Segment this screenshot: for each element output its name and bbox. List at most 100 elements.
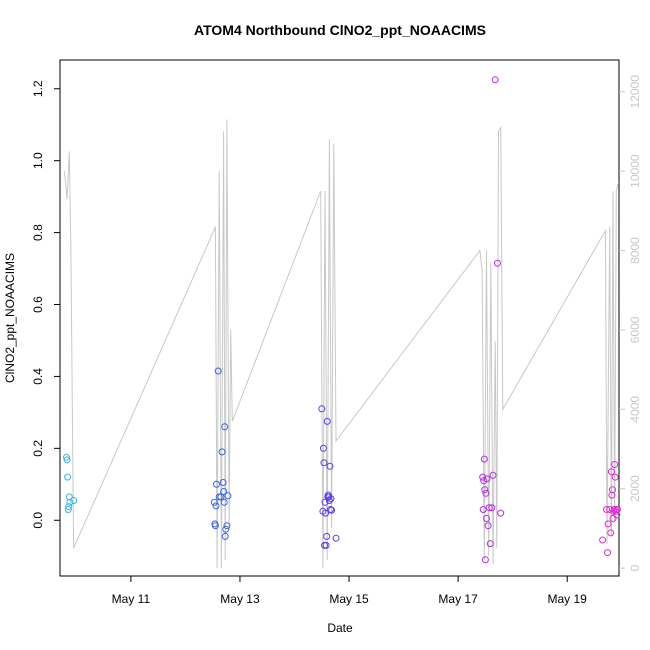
- data-point: [220, 498, 228, 506]
- data-point: [479, 473, 487, 481]
- data-point: [493, 259, 501, 267]
- data-point: [486, 540, 494, 548]
- data-point: [603, 506, 610, 513]
- data-point: [325, 493, 333, 501]
- y2-tick-label-4: 8000: [628, 237, 642, 264]
- data-point: [613, 511, 621, 519]
- data-point: [63, 453, 70, 461]
- data-point: [610, 506, 618, 513]
- series-0: [63, 453, 78, 513]
- data-point: [322, 541, 330, 549]
- data-point: [489, 471, 497, 479]
- data-point: [219, 479, 227, 486]
- data-point: [480, 477, 488, 485]
- data-point: [319, 444, 327, 452]
- y-tick-label-3: 0.6: [31, 296, 45, 313]
- data-point: [609, 486, 616, 494]
- data-point: [211, 522, 219, 530]
- data-point: [221, 532, 229, 540]
- y-tick-label-6: 1.2: [31, 80, 45, 97]
- altitude-line: [63, 119, 619, 569]
- x-tick-label-2: May 15: [329, 592, 369, 606]
- data-point: [488, 504, 496, 512]
- data-point: [66, 498, 74, 506]
- data-point: [320, 459, 328, 467]
- data-point: [483, 515, 490, 522]
- x-axis: May 11 May 13 May 15 May 17 May 19: [112, 576, 588, 606]
- data-point: [323, 532, 331, 540]
- y2-tick-label-6: 12000: [628, 75, 642, 109]
- y-axis-left: 0.0 0.2 0.4 0.6 0.8 1.0 1.2: [31, 80, 60, 529]
- y-tick-label-1: 0.2: [31, 440, 45, 457]
- data-point: [213, 480, 220, 488]
- data-point: [323, 417, 331, 425]
- chart-title: ATOM4 Northbound ClNO2_ppt_NOAACIMS: [194, 22, 486, 38]
- series-1: [210, 367, 232, 540]
- y-tick-label-4: 0.8: [31, 224, 45, 241]
- y-axis-label: ClNO2_ppt_NOAACIMS: [3, 253, 17, 383]
- series-3: [479, 76, 505, 564]
- x-tick-label-1: May 13: [220, 592, 260, 606]
- data-point: [609, 515, 617, 522]
- data-point: [491, 76, 499, 84]
- data-point: [611, 461, 619, 468]
- data-point: [70, 497, 78, 504]
- x-tick-label-3: May 17: [438, 592, 478, 606]
- data-point: [64, 473, 72, 481]
- y-tick-label-2: 0.4: [31, 368, 45, 385]
- data-point: [607, 468, 615, 476]
- altitude-layer: [63, 119, 619, 569]
- y2-tick-label-3: 6000: [628, 316, 642, 343]
- data-point: [613, 506, 621, 513]
- data-point: [608, 491, 616, 499]
- data-point: [214, 367, 222, 375]
- y2-tick-label-2: 4000: [628, 396, 642, 423]
- data-point: [481, 486, 489, 494]
- data-point: [65, 493, 73, 501]
- series-2: [318, 405, 340, 549]
- data-point: [318, 405, 326, 413]
- x-tick-label-0: May 11: [112, 592, 151, 606]
- data-point: [64, 506, 72, 513]
- y-axis-right: 0 2000 4000 6000 8000 10000 12000: [619, 75, 642, 571]
- data-point: [210, 498, 218, 506]
- data-point: [479, 506, 487, 513]
- data-point: [63, 456, 71, 464]
- data-point: [328, 506, 336, 514]
- data-point: [221, 423, 229, 431]
- data-point: [65, 503, 73, 511]
- y-tick-label-0: 0.0: [31, 512, 45, 529]
- data-point: [326, 462, 334, 470]
- data-point: [325, 497, 333, 504]
- points-layer: [63, 76, 621, 564]
- x-axis-label: Date: [327, 621, 353, 635]
- data-point: [497, 509, 505, 517]
- data-point: [481, 556, 489, 564]
- data-point: [327, 495, 335, 503]
- x-tick-label-4: May 19: [548, 592, 588, 606]
- data-point: [332, 534, 340, 542]
- series-4: [599, 461, 621, 557]
- data-point: [604, 549, 611, 557]
- data-point: [322, 509, 330, 517]
- data-point: [607, 529, 615, 537]
- data-point: [604, 520, 612, 528]
- data-point: [327, 506, 334, 513]
- data-point: [484, 522, 492, 530]
- y2-tick-label-5: 10000: [628, 154, 642, 188]
- data-point: [611, 473, 619, 481]
- data-point: [321, 498, 329, 506]
- y2-tick-label-0: 0: [628, 564, 642, 571]
- data-point: [483, 475, 491, 483]
- data-point: [218, 448, 226, 456]
- data-point: [222, 525, 230, 533]
- data-point: [217, 493, 225, 501]
- data-point: [220, 488, 228, 495]
- data-point: [223, 522, 231, 530]
- data-point: [599, 536, 607, 544]
- plot-frame: [59, 59, 620, 577]
- y2-tick-label-1: 2000: [628, 475, 642, 502]
- data-point: [224, 492, 232, 500]
